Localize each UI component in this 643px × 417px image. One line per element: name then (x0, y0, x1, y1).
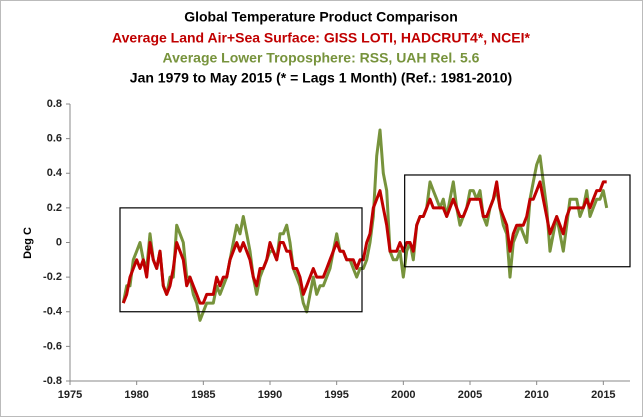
y-tick-label: 0.2 (47, 202, 62, 214)
y-tick-label: 0.4 (47, 167, 63, 179)
subtitle: Average Lower Troposphere: RSS, UAH Rel.… (163, 50, 480, 66)
subtitle: Jan 1979 to May 2015 (* = Lags 1 Month) … (130, 70, 512, 86)
x-tick-label: 2005 (458, 389, 482, 401)
x-tick-label: 1995 (324, 389, 348, 401)
y-axis-label: Deg C (22, 227, 34, 259)
chart-title: Global Temperature Product Comparison (184, 9, 458, 25)
x-tick-label: 1980 (124, 389, 148, 401)
y-tick-label: 0 (56, 236, 62, 248)
y-tick-label: -0.8 (43, 375, 62, 387)
y-tick-label: 0.8 (47, 98, 62, 110)
x-tick-label: 1975 (58, 389, 82, 401)
series-line (121, 180, 607, 305)
subtitle: Average Land Air+Sea Surface: GISS LOTI,… (112, 30, 530, 46)
x-tick-label: 1990 (258, 389, 282, 401)
x-tick-label: 2000 (391, 389, 415, 401)
y-tick-label: 0.6 (47, 133, 62, 145)
x-tick-label: 2015 (591, 389, 615, 401)
highlight-box (404, 174, 631, 268)
x-tick-label: 2010 (524, 389, 548, 401)
y-tick-label: -0.4 (43, 306, 63, 318)
series-line (121, 128, 609, 322)
highlight-box (119, 207, 363, 313)
x-tick-label: 1985 (191, 389, 215, 401)
y-tick-label: -0.2 (43, 271, 62, 283)
y-tick-label: -0.6 (43, 340, 62, 352)
